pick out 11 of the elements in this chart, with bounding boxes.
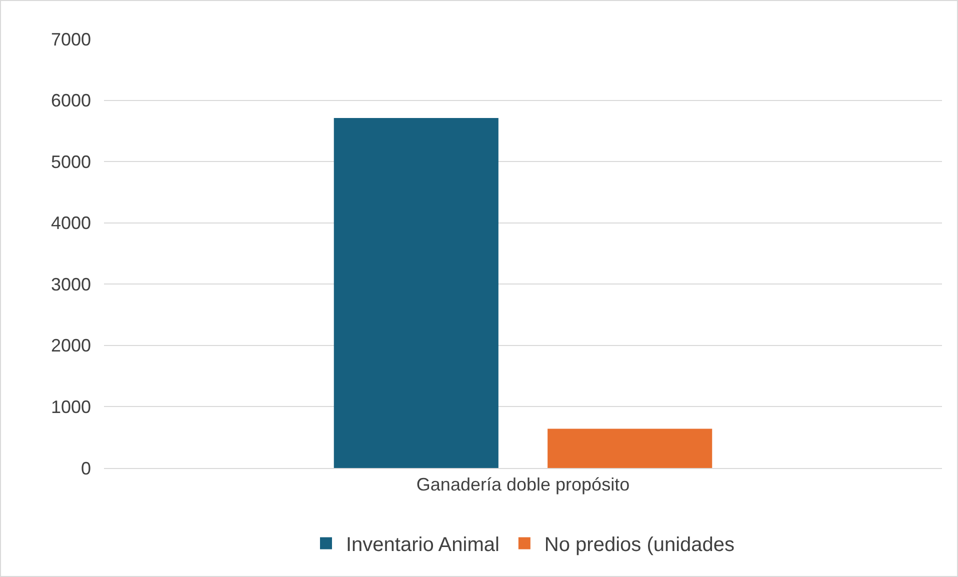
legend-label: No predios (unidades	[544, 534, 735, 556]
legend-label: Inventario Animal	[346, 534, 500, 556]
y-tick-label: 2000	[50, 336, 91, 356]
y-tick-label: 3000	[50, 274, 91, 294]
y-tick-label: 0	[80, 458, 91, 478]
y-tick-label: 4000	[50, 213, 91, 234]
x-tick-label: Ganadería doble propósito	[416, 474, 630, 495]
y-tick-label: 6000	[50, 90, 91, 111]
y-tick-label: 1000	[50, 397, 91, 418]
y-tick-label: 5000	[50, 152, 91, 172]
y-tick-label: 7000	[50, 29, 91, 50]
